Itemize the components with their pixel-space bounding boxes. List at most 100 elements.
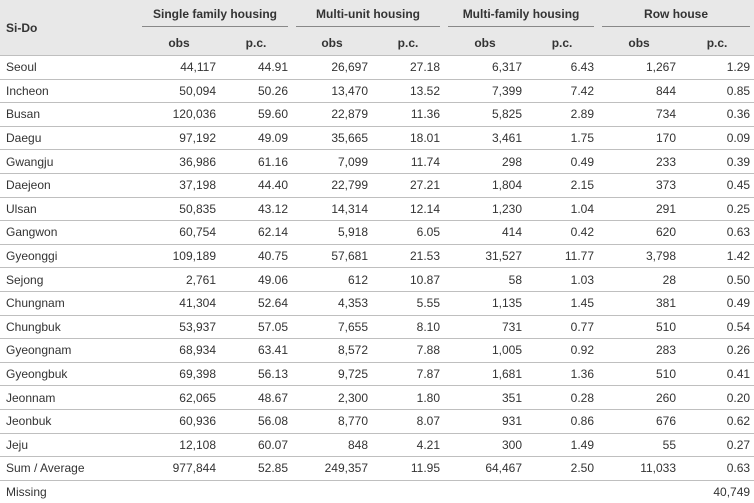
cell-obs: 1,005 [444, 339, 527, 363]
cell-pc: 0.77 [526, 316, 599, 340]
cell-obs: 50,094 [138, 80, 220, 104]
cell-pc: 0.62 [680, 410, 754, 434]
cell-obs: 260 [598, 386, 681, 410]
cell-pc: 1.80 [372, 386, 445, 410]
cell-pc: 57.05 [220, 316, 293, 340]
header-sub-obs: obs [138, 30, 220, 55]
cell-pc: 10.87 [372, 268, 445, 292]
cell-pc: 11.74 [372, 150, 445, 174]
cell-pc: 0.63 [680, 221, 754, 245]
cell-pc: 27.21 [372, 174, 445, 198]
cell-pc: 0.41 [680, 363, 754, 387]
cell-pc: 0.25 [680, 198, 754, 222]
row-label: Jeju [0, 434, 138, 458]
cell-pc: 0.86 [526, 410, 599, 434]
cell-pc: 1.45 [526, 292, 599, 316]
cell-obs: 8,770 [292, 410, 373, 434]
row-label: Incheon [0, 80, 138, 104]
cell-obs: 60,754 [138, 221, 220, 245]
cell-pc: 63.41 [220, 339, 293, 363]
cell-pc: 0.63 [680, 457, 754, 481]
row-label: Gyeongnam [0, 339, 138, 363]
header-si-do: Si-Do [0, 0, 138, 55]
cell-obs: 977,844 [138, 457, 220, 481]
table-row: Gyeonggi 109,189 40.75 57,681 21.53 31,527 11.… [0, 245, 754, 269]
row-label: Daejeon [0, 174, 138, 198]
header-group-single-family: Single family housing [138, 0, 293, 30]
cell-obs: 298 [444, 150, 527, 174]
cell-obs: 8,572 [292, 339, 373, 363]
missing-spacer [138, 481, 680, 503]
cell-obs: 55 [598, 434, 681, 458]
cell-obs: 612 [292, 268, 373, 292]
cell-obs: 62,065 [138, 386, 220, 410]
cell-pc: 1.36 [526, 363, 599, 387]
table-row: Jeonbuk 60,936 56.08 8,770 8.07 931 0.86 676 0.6… [0, 410, 754, 434]
cell-obs: 64,467 [444, 457, 527, 481]
cell-obs: 283 [598, 339, 681, 363]
header-sub-pc: p.c. [220, 30, 293, 55]
cell-pc: 7.88 [372, 339, 445, 363]
cell-obs: 510 [598, 316, 681, 340]
table-row: Daegu 97,192 49.09 35,665 18.01 3,461 1.75 170 0… [0, 127, 754, 151]
cell-pc: 59.60 [220, 103, 293, 127]
row-label: Gwangju [0, 150, 138, 174]
row-label: Jeonnam [0, 386, 138, 410]
cell-pc: 18.01 [372, 127, 445, 151]
header-sub-obs: obs [444, 30, 527, 55]
cell-obs: 734 [598, 103, 681, 127]
cell-pc: 0.42 [526, 221, 599, 245]
table-row: Busan 120,036 59.60 22,879 11.36 5,825 2.89 734… [0, 103, 754, 127]
cell-obs: 233 [598, 150, 681, 174]
table-row: Gwangju 36,986 61.16 7,099 11.74 298 0.49 233 0.… [0, 150, 754, 174]
cell-obs: 26,697 [292, 55, 373, 80]
cell-pc: 0.85 [680, 80, 754, 104]
cell-obs: 731 [444, 316, 527, 340]
cell-obs: 7,655 [292, 316, 373, 340]
cell-pc: 1.75 [526, 127, 599, 151]
missing-row: Missing 40,749 [0, 481, 754, 503]
cell-obs: 291 [598, 198, 681, 222]
cell-obs: 13,470 [292, 80, 373, 104]
table-row: Jeju 12,108 60.07 848 4.21 300 1.49 55 0.27 [0, 434, 754, 458]
cell-pc: 13.52 [372, 80, 445, 104]
cell-pc: 11.77 [526, 245, 599, 269]
table-row: Sum / Average 977,844 52.85 249,357 11.95 64,… [0, 457, 754, 481]
cell-pc: 2.89 [526, 103, 599, 127]
cell-obs: 14,314 [292, 198, 373, 222]
missing-value: 40,749 [713, 484, 751, 499]
header-sub-pc: p.c. [680, 30, 754, 55]
cell-obs: 53,937 [138, 316, 220, 340]
cell-obs: 58 [444, 268, 527, 292]
cell-pc: 0.28 [526, 386, 599, 410]
table-row: Chungnam 41,304 52.64 4,353 5.55 1,135 1.45 381… [0, 292, 754, 316]
cell-obs: 57,681 [292, 245, 373, 269]
table-header: Si-Do Single family housing Multi-unit h… [0, 0, 754, 55]
cell-obs: 1,230 [444, 198, 527, 222]
cell-obs: 2,761 [138, 268, 220, 292]
cell-obs: 170 [598, 127, 681, 151]
header-group-multi-family: Multi-family housing [444, 0, 599, 30]
cell-obs: 931 [444, 410, 527, 434]
cell-pc: 1.42 [680, 245, 754, 269]
cell-obs: 1,804 [444, 174, 527, 198]
cell-obs: 9,725 [292, 363, 373, 387]
cell-pc: 0.36 [680, 103, 754, 127]
cell-pc: 0.26 [680, 339, 754, 363]
row-label: Daegu [0, 127, 138, 151]
table-row: Gyeongnam 68,934 63.41 8,572 7.88 1,005 0.92 28… [0, 339, 754, 363]
cell-obs: 249,357 [292, 457, 373, 481]
cell-pc: 0.49 [680, 292, 754, 316]
header-sub-obs: obs [598, 30, 681, 55]
cell-pc: 44.91 [220, 55, 293, 80]
cell-obs: 3,798 [598, 245, 681, 269]
cell-pc: 56.13 [220, 363, 293, 387]
cell-obs: 31,527 [444, 245, 527, 269]
cell-pc: 6.05 [372, 221, 445, 245]
cell-obs: 37,198 [138, 174, 220, 198]
cell-obs: 351 [444, 386, 527, 410]
table-body: Seoul 44,117 44.91 26,697 27.18 6,317 6.43 1,26… [0, 55, 754, 503]
cell-pc: 44.40 [220, 174, 293, 198]
table-row: Chungbuk 53,937 57.05 7,655 8.10 731 0.77 510 0.… [0, 316, 754, 340]
cell-pc: 0.50 [680, 268, 754, 292]
